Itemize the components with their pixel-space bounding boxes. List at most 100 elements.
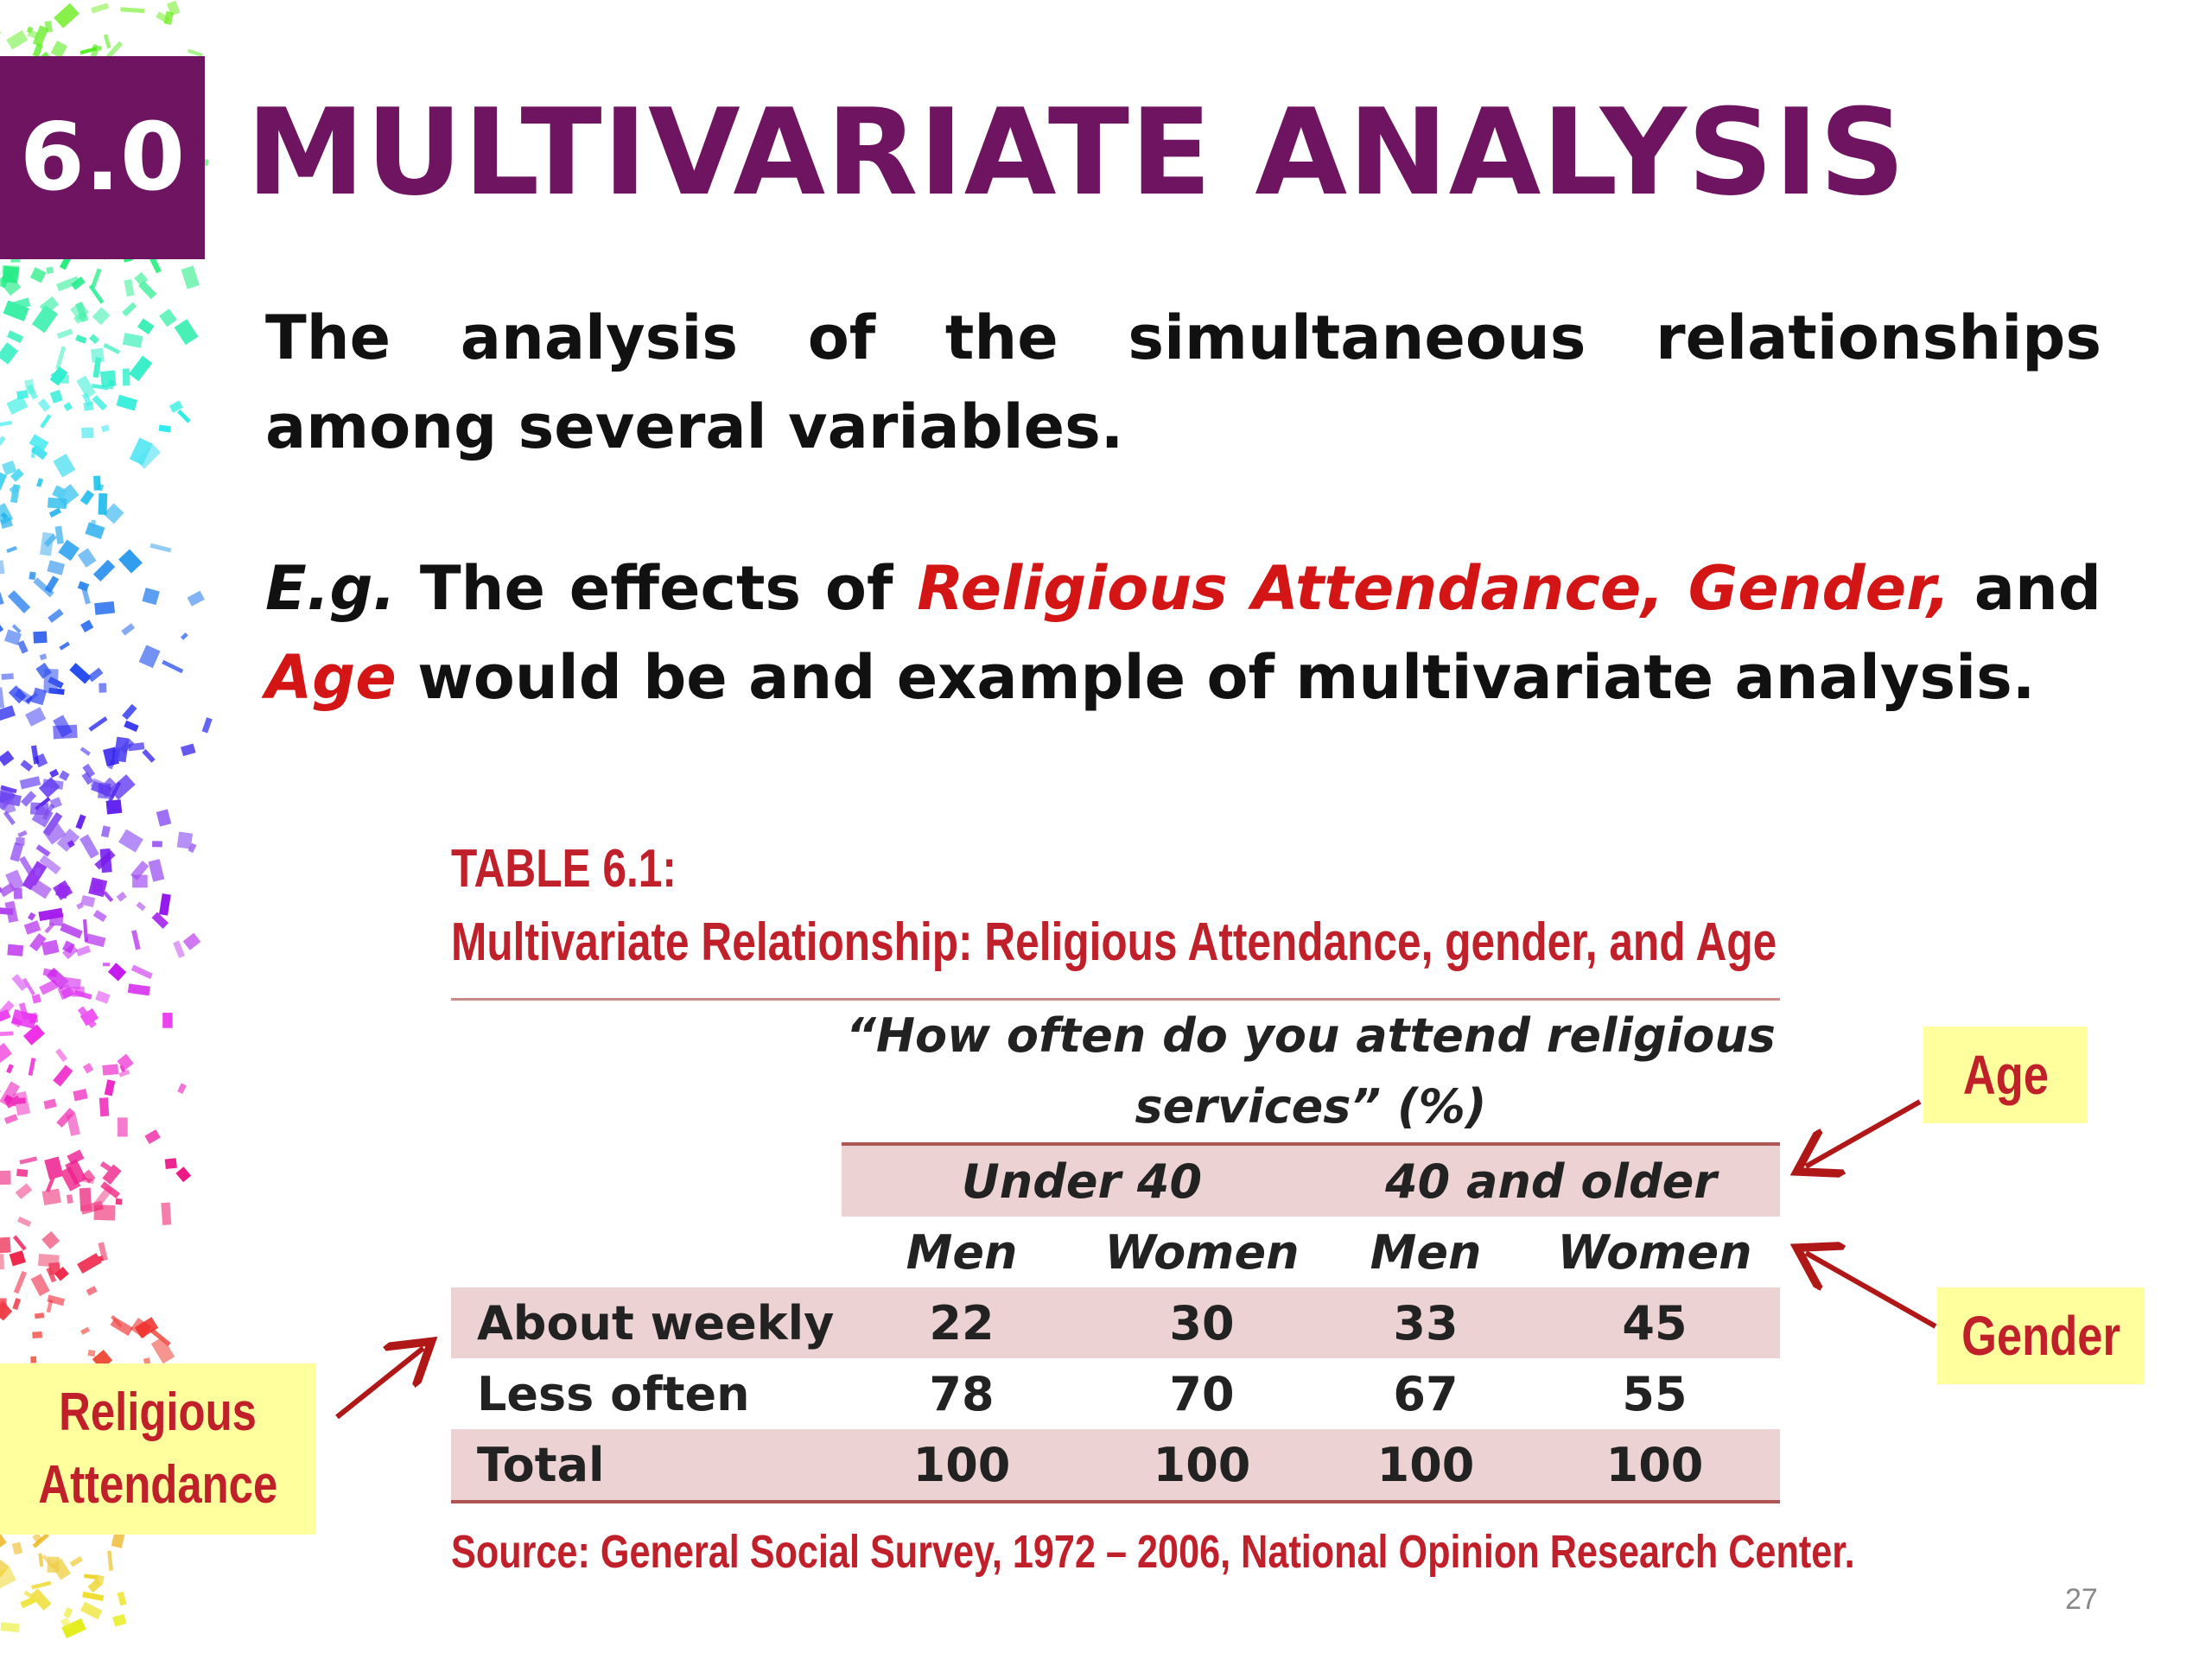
confetti-piece (38, 1553, 44, 1567)
confetti-piece (0, 342, 19, 365)
confetti-piece (58, 976, 81, 990)
confetti-piece (77, 548, 97, 568)
confetti-piece (91, 519, 96, 528)
confetti-piece (66, 1194, 73, 1204)
example-highlight-1: Religious Attendance, Gender, (917, 553, 1950, 624)
confetti-piece (58, 539, 79, 562)
table-cell: 70 (1169, 1366, 1235, 1421)
confetti-piece (176, 831, 194, 849)
example-text-2: and (1949, 553, 2101, 624)
confetti-piece (0, 750, 15, 766)
confetti-piece (32, 25, 49, 48)
age-callout-label: Age (1962, 1044, 2049, 1106)
confetti-piece (100, 825, 111, 838)
confetti-piece (47, 497, 67, 509)
confetti-piece (100, 424, 110, 433)
table-cell: 100 (1082, 1429, 1322, 1503)
confetti-piece (61, 1618, 86, 1639)
confetti-piece (75, 334, 87, 344)
confetti-piece (44, 575, 60, 594)
confetti-piece (99, 683, 107, 693)
confetti-piece (55, 1048, 68, 1062)
age-callout: Age (1923, 1027, 2088, 1123)
confetti-piece (20, 1596, 37, 1609)
confetti-piece (177, 410, 191, 423)
confetti-piece (201, 717, 213, 734)
confetti-piece (0, 592, 4, 609)
religious-attendance-callout: Religious Attendance (0, 1363, 315, 1535)
confetti-piece (80, 894, 96, 907)
confetti-piece (61, 940, 75, 954)
confetti-piece (89, 334, 99, 345)
table-row: Less often 78 70 67 55 (451, 1358, 1780, 1429)
confetti-piece (43, 1098, 57, 1109)
confetti-piece (99, 1097, 110, 1117)
confetti-piece (99, 1161, 119, 1177)
confetti-piece (77, 581, 90, 592)
confetti-piece (35, 844, 51, 857)
confetti-piece (41, 1188, 61, 1206)
group-header: Under 40 (842, 1142, 1322, 1217)
table-cell: 55 (1622, 1366, 1688, 1421)
confetti-piece (98, 1242, 108, 1262)
confetti-piece (7, 590, 31, 613)
confetti-piece (0, 1082, 1, 1096)
confetti-piece (151, 912, 169, 929)
confetti-piece (49, 390, 63, 404)
confetti-piece (24, 378, 35, 395)
confetti-piece (0, 22, 1, 43)
confetti-piece (0, 687, 5, 709)
confetti-piece (121, 623, 136, 636)
confetti-piece (53, 454, 76, 478)
confetti-piece (127, 983, 150, 996)
confetti-piece (107, 1550, 113, 1571)
confetti-piece (81, 427, 94, 439)
confetti-piece (42, 968, 58, 978)
confetti-piece (111, 1530, 125, 1548)
confetti-piece (73, 1089, 88, 1102)
confetti-piece (82, 1062, 94, 1074)
confetti-piece (27, 912, 36, 921)
confetti-piece (22, 977, 35, 996)
confetti-piece (34, 1313, 45, 1319)
example-highlight-2: Age (265, 642, 397, 713)
confetti-piece (0, 1559, 10, 1578)
confetti-piece (33, 577, 54, 598)
confetti-piece (0, 1254, 4, 1270)
confetti-piece (54, 3, 79, 29)
confetti-piece (136, 443, 162, 469)
confetti-piece (92, 395, 108, 411)
gender-row: Men Women Men Women (451, 1217, 1780, 1287)
confetti-piece (19, 776, 41, 790)
confetti-piece (0, 1000, 15, 1023)
confetti-piece (103, 342, 121, 355)
confetti-piece (86, 933, 106, 948)
confetti-piece (149, 543, 172, 553)
confetti-piece (82, 1591, 105, 1601)
confetti-piece (138, 280, 157, 300)
confetti-piece (47, 1294, 66, 1306)
confetti-piece (44, 922, 55, 934)
confetti-piece (23, 920, 41, 935)
confetti-piece (39, 296, 60, 315)
table-cell: 100 (1322, 1429, 1529, 1503)
confetti-piece (0, 882, 16, 898)
confetti-piece (148, 859, 165, 882)
confetti-piece (110, 1317, 134, 1337)
confetti-piece (105, 41, 124, 59)
confetti-piece (56, 828, 80, 852)
confetti-piece (28, 1058, 36, 1077)
gender-arrow (1806, 1253, 1937, 1329)
confetti-piece (118, 1069, 130, 1077)
confetti-piece (0, 435, 6, 446)
confetti-piece (17, 639, 29, 654)
confetti-piece (130, 1318, 152, 1338)
confetti-piece (53, 715, 73, 738)
confetti-piece (81, 1169, 96, 1184)
confetti-piece (39, 979, 59, 995)
confetti-piece (92, 559, 116, 582)
confetti-piece (67, 840, 75, 849)
confetti-piece (60, 1166, 81, 1192)
confetti-piece (117, 1053, 134, 1071)
confetti-piece (98, 493, 108, 515)
